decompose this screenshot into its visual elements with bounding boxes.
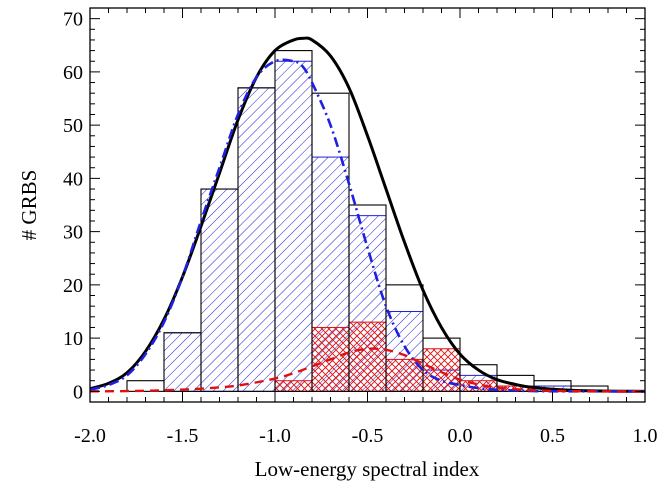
y-tick-label: 10 [63, 328, 83, 350]
blue-histogram-bar [200, 188, 239, 392]
x-tick-label: 0.5 [540, 425, 565, 447]
x-tick-label: 0.0 [448, 425, 473, 447]
x-tick-label: -2.0 [74, 425, 106, 447]
blue-histogram-bar [237, 87, 276, 392]
red-histogram-bar [348, 321, 387, 392]
blue-histogram-bar [163, 332, 202, 392]
histogram-bars [126, 50, 609, 392]
y-tick-label: 40 [63, 168, 83, 190]
y-tick-label: 30 [63, 222, 83, 244]
red-histogram-bar [274, 380, 313, 392]
x-axis-label: Low-energy spectral index [255, 457, 480, 481]
y-tick-label: 50 [63, 115, 83, 137]
y-tick-label: 20 [63, 275, 83, 297]
y-tick-label: 0 [73, 381, 83, 403]
axes: -2.0 -1.5 -1.0 -0.5 0.0 0.5 1.0 0 10 20 30 40 50 60 70 [63, 7, 658, 447]
x-tick-label: -1.0 [259, 425, 291, 447]
blue-histogram-bar [274, 60, 313, 392]
y-tick-label: 70 [63, 9, 83, 31]
y-axis-label: # GRBS [17, 170, 41, 241]
x-tick-label: -0.5 [352, 425, 384, 447]
x-tick-label: 1.0 [633, 425, 658, 447]
x-tick-label: -1.5 [167, 425, 199, 447]
red-dashed-curve [90, 347, 645, 393]
fit-curves [90, 36, 645, 393]
y-tick-label: 60 [63, 62, 83, 84]
blue-dashdot-curve [90, 58, 645, 393]
